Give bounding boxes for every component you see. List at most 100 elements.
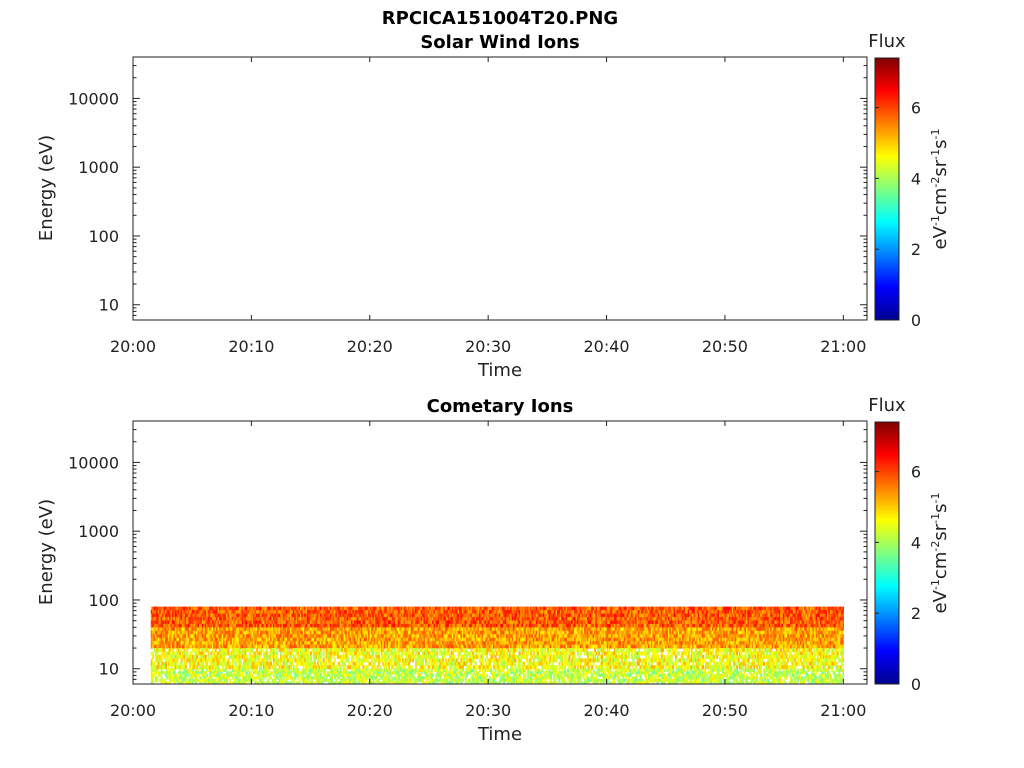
spectrogram-cell <box>390 623 393 628</box>
spectrogram-cell <box>353 678 356 683</box>
spectrogram-cell <box>248 648 251 653</box>
spectrogram-cell <box>203 613 206 618</box>
spectrogram-cell <box>211 634 214 639</box>
spectrogram-cell <box>464 676 467 680</box>
spectrogram-cell <box>277 637 280 642</box>
spectrogram-cell <box>378 673 381 677</box>
spectrogram-cell <box>372 613 375 618</box>
spectrogram-cell <box>236 668 239 672</box>
spectrogram-cell <box>348 637 351 642</box>
spectrogram-cell <box>383 620 386 625</box>
spectrogram-cell <box>372 654 375 659</box>
spectrogram-cell <box>441 644 445 649</box>
spectrogram-cell <box>334 676 337 680</box>
spectrogram-cell <box>193 616 196 622</box>
spectrogram-cell <box>456 678 459 683</box>
spectrogram-cell <box>193 606 196 611</box>
spectrogram-cell <box>250 671 253 675</box>
spectrogram-cell <box>405 648 408 653</box>
spectrogram-cell <box>152 620 155 625</box>
spectrogram-cell <box>265 673 268 677</box>
spectrogram-cell <box>429 627 432 632</box>
spectrogram-cell <box>248 673 251 677</box>
spectrogram-cell <box>173 678 176 683</box>
spectrogram-cell <box>316 671 319 675</box>
spectrogram-cell <box>426 623 429 628</box>
spectrogram-cell <box>176 606 179 611</box>
spectrogram-cell <box>275 606 278 611</box>
spectrogram-cell <box>348 610 351 615</box>
spectrogram-cell <box>183 606 186 611</box>
spectrogram-cell <box>420 661 423 666</box>
spectrogram-cell <box>457 630 460 635</box>
spectrogram-cell <box>335 678 338 683</box>
spectrogram-cell <box>454 665 457 670</box>
spectrogram-cell <box>426 644 429 649</box>
spectrogram-cell <box>373 676 376 680</box>
spectrogram-cell <box>470 627 473 632</box>
spectrogram-cell <box>334 651 337 656</box>
spectrogram-cell <box>413 606 416 611</box>
spectrogram-cell <box>238 678 241 683</box>
spectrogram-cell <box>282 620 285 625</box>
spectrogram-cell <box>328 613 331 618</box>
spectrogram-data <box>150 606 844 684</box>
spectrogram-cell <box>346 634 349 639</box>
spectrogram-cell <box>355 630 358 635</box>
spectrogram-cell <box>362 634 365 639</box>
spectrogram-cell <box>311 627 314 632</box>
spectrogram-cell <box>417 637 420 642</box>
spectrogram-cell <box>254 665 257 670</box>
spectrogram-cell <box>402 644 405 649</box>
spectrogram-cell <box>248 641 251 646</box>
spectrogram-cell <box>241 627 244 632</box>
spectrogram-cell <box>189 678 192 683</box>
spectrogram-cell <box>268 613 271 618</box>
panel-title: Cometary Ions <box>427 396 574 417</box>
spectrogram-cell <box>189 637 192 642</box>
spectrogram-cell <box>446 641 449 646</box>
spectrogram-cell <box>314 654 317 659</box>
spectrogram-cell <box>342 644 345 649</box>
spectrogram-cell <box>331 681 334 684</box>
spectrogram-cell <box>274 627 277 632</box>
spectrogram-cell <box>383 627 386 632</box>
spectrogram-cell <box>268 676 271 680</box>
spectrogram-cell <box>446 630 449 635</box>
spectrogram-cell <box>456 665 459 670</box>
spectrogram-cell <box>187 658 190 663</box>
spectrogram-cell <box>187 620 190 625</box>
spectrogram-cell <box>316 668 319 672</box>
spectrogram-cell <box>285 661 288 666</box>
spectrogram-cell <box>234 613 237 618</box>
spectrogram-cell <box>199 630 202 635</box>
spectrogram-cell <box>341 620 344 625</box>
spectrogram-cell <box>322 616 325 622</box>
spectrogram-cell <box>392 616 395 622</box>
spectrogram-cell <box>415 651 418 656</box>
spectrogram-cell <box>339 610 342 615</box>
spectrogram-cell <box>390 648 393 653</box>
spectrogram-cell <box>439 620 442 625</box>
spectrogram-cell <box>321 627 324 632</box>
spectrogram-cell <box>274 637 277 642</box>
spectrogram-cell <box>406 668 409 672</box>
spectrogram-cell <box>345 671 348 675</box>
spectrogram-cell <box>378 613 381 618</box>
spectrogram-cell <box>390 658 393 663</box>
spectrogram-cell <box>230 634 233 639</box>
spectrogram-cell <box>471 681 474 684</box>
spectrogram-cell <box>244 637 247 642</box>
spectrogram-cell <box>227 606 230 611</box>
spectrogram-cell <box>417 671 420 675</box>
spectrogram-cell <box>285 651 288 656</box>
spectrogram-cell <box>457 641 460 646</box>
spectrogram-cell <box>245 644 248 649</box>
spectrogram-cell <box>334 630 337 635</box>
spectrogram-cell <box>272 623 275 628</box>
spectrogram-cell <box>467 616 470 622</box>
spectrogram-cell <box>392 613 395 618</box>
spectrogram-cell <box>271 678 274 683</box>
spectrogram-cell <box>416 623 419 628</box>
spectrogram-cell <box>288 661 291 666</box>
